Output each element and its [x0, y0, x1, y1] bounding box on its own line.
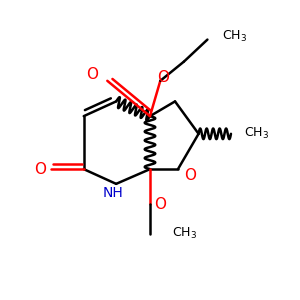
Text: O: O	[154, 197, 166, 212]
Text: O: O	[157, 70, 169, 86]
Text: O: O	[87, 68, 99, 82]
Text: CH$_3$: CH$_3$	[244, 126, 269, 141]
Text: NH: NH	[103, 186, 124, 200]
Text: CH$_3$: CH$_3$	[172, 226, 197, 242]
Text: CH$_3$: CH$_3$	[222, 29, 247, 44]
Text: O: O	[184, 167, 196, 182]
Text: O: O	[34, 162, 46, 177]
